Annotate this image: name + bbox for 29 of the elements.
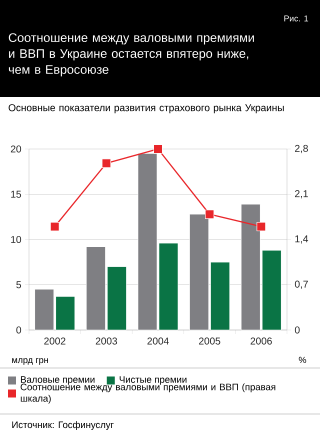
text: Рис. 1 [284, 16, 308, 22]
y2-tick-label: 0 [294, 326, 300, 334]
point [256, 222, 266, 232]
y2-tick-label: 2,8 [295, 144, 308, 154]
x-tick-label: 2006 [250, 338, 272, 345]
x-tick-label: 2004 [147, 338, 169, 345]
point [205, 210, 214, 219]
point [153, 144, 163, 154]
legend-label: Соотношение между валовыми премиями и ВВП (правая шкала) [20, 383, 276, 404]
text: Источник: Госфинуслуг [12, 421, 114, 430]
chart-title: Соотношение между валовыми премиями и ВВП в Украине остается впятеро ниже, чем в Евросоюзе [8, 33, 254, 76]
y-tick-label: 0 [16, 326, 22, 334]
y2-tick-label: 2,1 [295, 190, 308, 198]
x-tick-label: 2002 [44, 338, 66, 345]
y2-tick-label: 1,4 [295, 235, 308, 244]
chart-subtitle: Основные показатели развития страхового рынка Украины [8, 104, 284, 114]
y-tick-label: 10 [11, 236, 22, 244]
y2-tick-label: 0,7 [294, 280, 308, 289]
point [50, 222, 60, 232]
y-tick-label: 5 [16, 281, 22, 288]
x-tick-label: 2005 [199, 338, 220, 345]
y-tick-label: 20 [10, 145, 22, 153]
point [102, 158, 111, 168]
text: млрд грн [12, 358, 48, 365]
x-tick-label: 2003 [96, 338, 118, 345]
y2-axis-title: % [298, 356, 306, 364]
y-tick-label: 15 [11, 190, 22, 198]
legend-label: Валовые премии [20, 376, 94, 385]
legend-label: Чистые премии [120, 376, 186, 385]
